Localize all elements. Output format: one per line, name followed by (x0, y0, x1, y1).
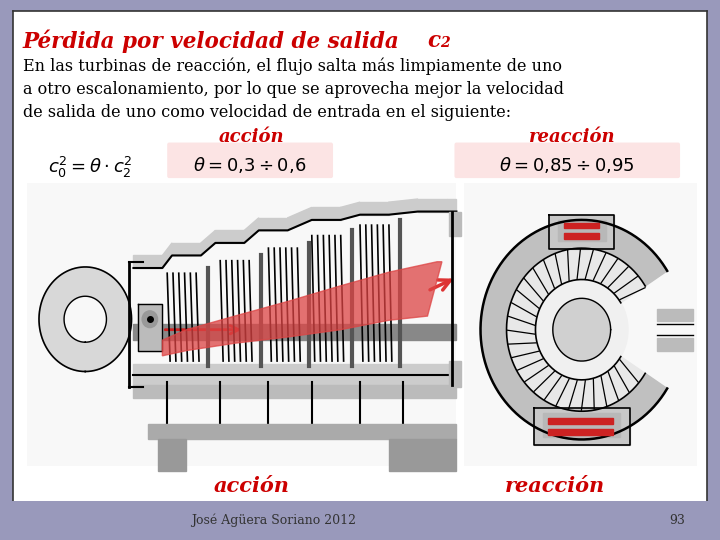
Polygon shape (360, 202, 389, 215)
FancyBboxPatch shape (454, 143, 680, 178)
Text: 2: 2 (440, 36, 449, 50)
Text: $\theta = 0{,}3 \div 0{,}6$: $\theta = 0{,}3 \div 0{,}6$ (194, 155, 307, 175)
Polygon shape (133, 255, 163, 268)
FancyBboxPatch shape (27, 183, 456, 465)
Text: reacción: reacción (505, 476, 605, 496)
Polygon shape (138, 303, 163, 350)
Polygon shape (172, 243, 201, 255)
Text: $\theta = 0{,}85 \div 0{,}95$: $\theta = 0{,}85 \div 0{,}95$ (500, 155, 635, 175)
Polygon shape (449, 212, 462, 235)
Polygon shape (449, 361, 462, 387)
Polygon shape (557, 220, 606, 241)
Polygon shape (548, 429, 613, 435)
FancyBboxPatch shape (167, 143, 333, 178)
Polygon shape (288, 207, 312, 231)
Text: c: c (428, 30, 441, 52)
FancyBboxPatch shape (464, 183, 698, 465)
Polygon shape (657, 338, 693, 350)
Polygon shape (312, 207, 341, 220)
Polygon shape (133, 385, 456, 397)
Polygon shape (553, 298, 611, 361)
Polygon shape (133, 325, 456, 340)
Polygon shape (389, 199, 418, 215)
Polygon shape (657, 309, 693, 321)
Polygon shape (163, 262, 442, 356)
Polygon shape (548, 417, 613, 424)
Text: reacción: reacción (528, 128, 616, 146)
Polygon shape (549, 215, 614, 249)
Text: a otro escalonamiento, por lo que se aprovecha mejor la velocidad: a otro escalonamiento, por lo que se apr… (22, 81, 564, 98)
Polygon shape (215, 231, 244, 243)
Polygon shape (39, 267, 132, 372)
Polygon shape (418, 199, 446, 212)
Text: acción: acción (219, 128, 285, 146)
Polygon shape (258, 218, 288, 231)
Text: $c_0^2 = \theta \cdot c_2^2$: $c_0^2 = \theta \cdot c_2^2$ (48, 155, 132, 180)
Polygon shape (133, 364, 456, 385)
Polygon shape (543, 413, 621, 437)
Polygon shape (201, 231, 215, 255)
Text: Pérdida por velocidad de salida: Pérdida por velocidad de salida (22, 30, 407, 53)
Circle shape (142, 311, 158, 328)
Text: de salida de uno como velocidad de entrada en el siguiente:: de salida de uno como velocidad de entra… (22, 104, 510, 121)
Text: En las turbinas de reacción, el flujo salta más limpiamente de uno: En las turbinas de reacción, el flujo sa… (22, 58, 562, 76)
Polygon shape (446, 199, 456, 212)
Polygon shape (244, 218, 258, 243)
Polygon shape (480, 220, 667, 440)
Polygon shape (564, 233, 599, 239)
Polygon shape (158, 440, 186, 471)
Polygon shape (536, 280, 628, 380)
Text: acción: acción (214, 476, 290, 496)
Text: 93: 93 (669, 514, 685, 527)
Polygon shape (389, 440, 456, 471)
Polygon shape (564, 223, 599, 228)
Polygon shape (341, 202, 360, 220)
Polygon shape (148, 424, 456, 440)
Text: José Agüera Soriano 2012: José Agüera Soriano 2012 (191, 514, 356, 527)
Polygon shape (534, 408, 630, 445)
Polygon shape (163, 243, 172, 268)
Polygon shape (507, 248, 645, 411)
